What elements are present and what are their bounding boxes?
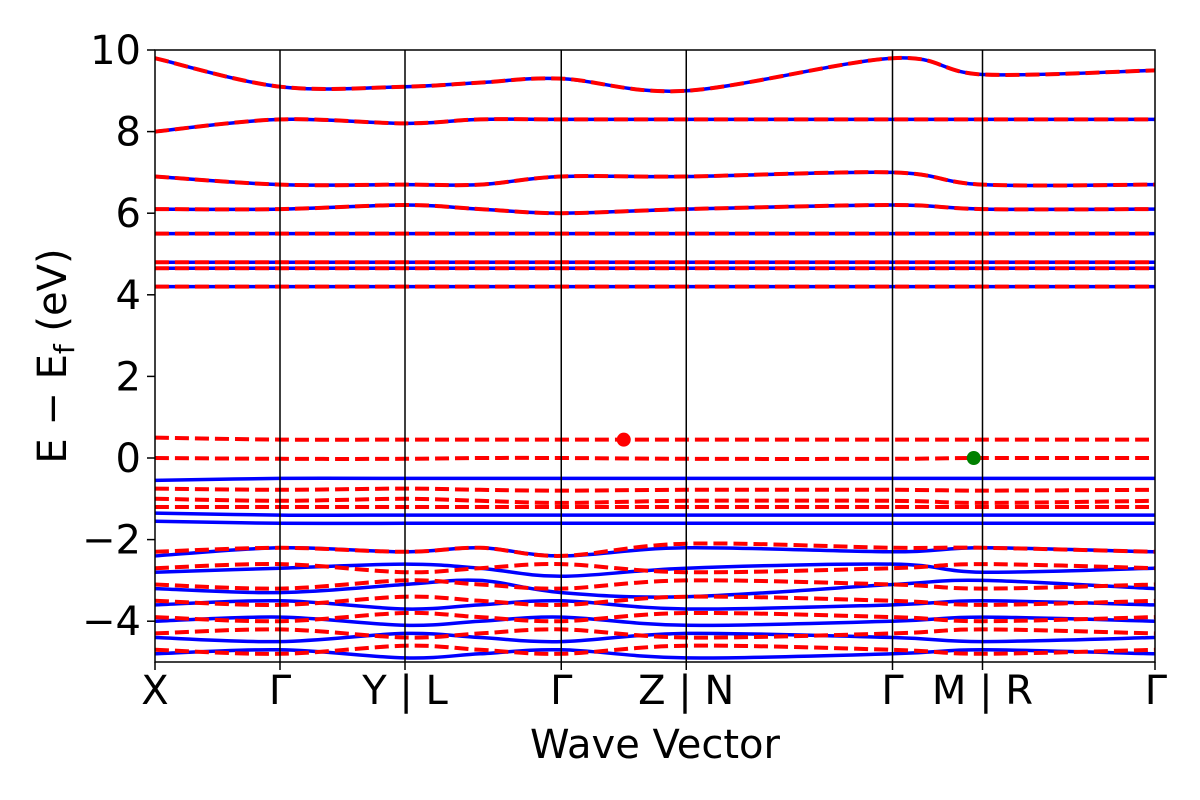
- band-line: [155, 578, 1155, 591]
- y-axis-title-prefix: E − E: [30, 354, 76, 464]
- band-line: [155, 117, 1155, 134]
- band-line: [155, 170, 1155, 188]
- bands-layer: [155, 55, 1155, 660]
- x-axis-title: Wave Vector: [530, 722, 781, 768]
- x-tick-label: Y | L: [361, 668, 448, 714]
- band-line: [155, 610, 1155, 624]
- x-tick-label: Γ: [1145, 668, 1168, 714]
- y-tick-label: 0: [116, 436, 141, 482]
- x-tick-label: Γ: [550, 668, 573, 714]
- band-line: [155, 643, 1155, 656]
- band-line: [155, 455, 1155, 461]
- y-tick-label: 10: [90, 28, 141, 74]
- x-tick-label: M | R: [932, 668, 1033, 714]
- plot-frame: [154, 49, 1156, 663]
- band-line: [155, 519, 1155, 526]
- band-line: [155, 578, 1155, 599]
- band-line: [155, 594, 1155, 607]
- y-tick-label: 6: [116, 191, 141, 237]
- kpoint-divider-lines: [279, 50, 984, 662]
- band-line: [155, 202, 1155, 216]
- band-line: [155, 476, 1155, 483]
- y-tick-label: −4: [82, 599, 141, 645]
- y-axis-title-suffix: (eV): [30, 248, 76, 344]
- band-line: [155, 486, 1155, 493]
- band-line: [155, 496, 1155, 505]
- x-tick-label: Γ: [269, 668, 292, 714]
- band-line: [155, 435, 1155, 442]
- band-line: [155, 541, 1155, 558]
- x-tick-label: Γ: [881, 668, 904, 714]
- y-axis-title: E − Ef (eV): [30, 248, 81, 463]
- marker-point: [966, 451, 981, 465]
- band-line: [155, 511, 1155, 518]
- y-tick-label: 4: [116, 273, 141, 319]
- band-line: [155, 55, 1155, 94]
- plot-area: [155, 50, 1155, 662]
- x-axis: X Γ Y | L Γ Z | N Γ M | R Γ: [141, 662, 1168, 714]
- band-line: [155, 631, 1155, 644]
- marker-point: [616, 432, 631, 447]
- y-tick-label: 8: [116, 110, 141, 156]
- band-line: [155, 627, 1155, 640]
- x-tick-label: X: [141, 668, 168, 714]
- x-tick-label: Z | N: [638, 668, 734, 714]
- y-axis-title-subscript: f: [48, 343, 81, 354]
- markers-layer: [616, 432, 981, 465]
- band-line: [155, 562, 1155, 575]
- y-tick-label: 2: [116, 354, 141, 400]
- y-axis: −4 −2 0 2 4 6 8 10: [82, 28, 155, 645]
- y-tick-label: −2: [82, 518, 141, 564]
